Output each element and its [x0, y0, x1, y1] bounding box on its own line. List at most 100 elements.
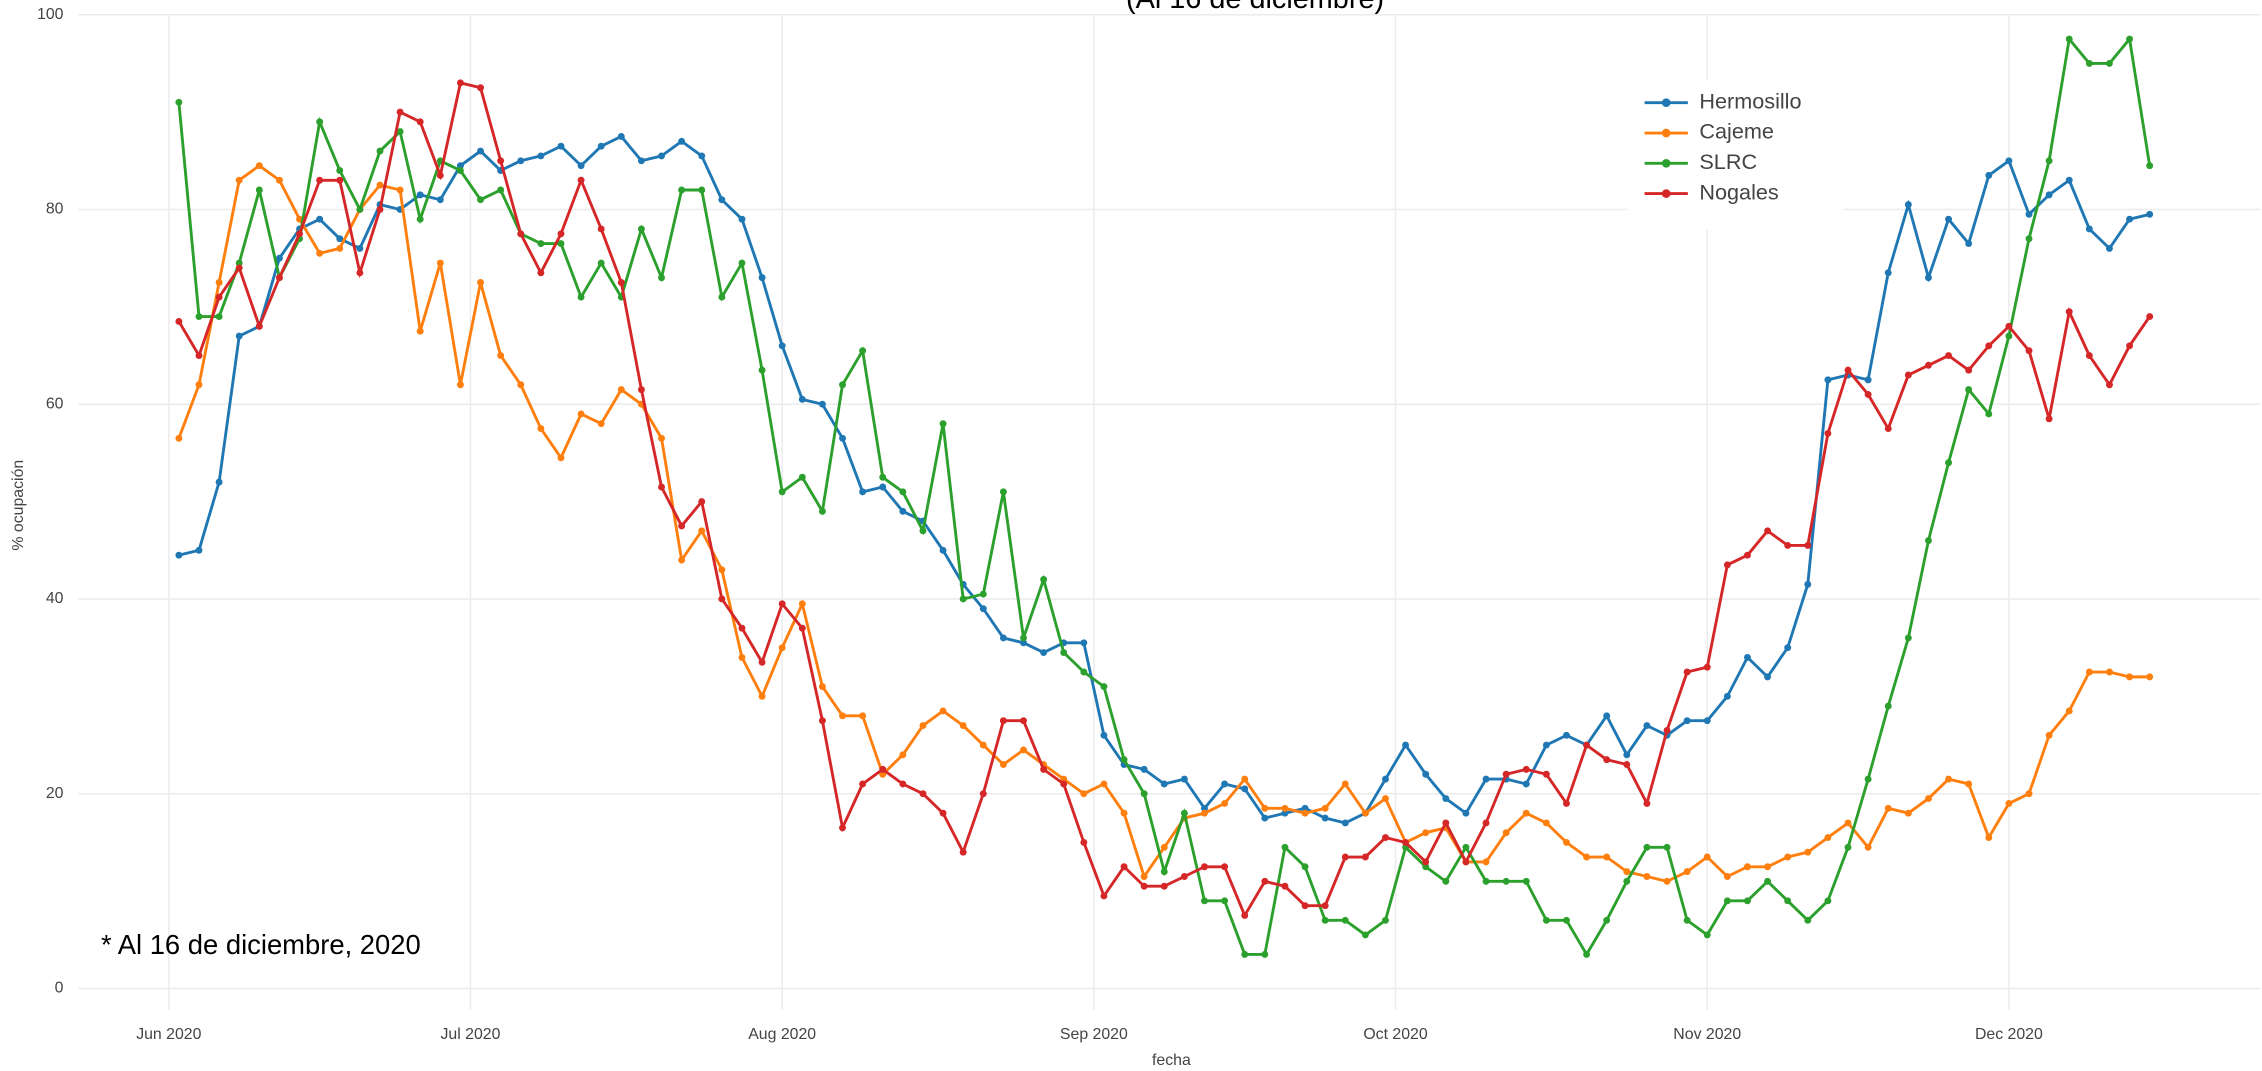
data-point: [1080, 668, 1088, 676]
legend-marker: [1661, 158, 1671, 168]
data-point: [1442, 819, 1450, 827]
data-point: [2005, 332, 2013, 340]
data-point: [1301, 809, 1309, 817]
data-point: [1180, 873, 1188, 880]
data-point: [658, 152, 665, 160]
data-point: [1603, 756, 1611, 764]
data-point: [1482, 877, 1490, 885]
data-point: [1723, 873, 1731, 880]
data-point: [1321, 902, 1329, 910]
data-point: [1361, 809, 1369, 817]
data-point: [215, 293, 223, 301]
data-point: [577, 410, 585, 418]
data-point: [1723, 692, 1731, 700]
data-point: [396, 108, 404, 116]
data-point: [1422, 770, 1430, 778]
data-point: [436, 196, 444, 204]
data-point: [1623, 751, 1631, 759]
data-point: [2045, 157, 2053, 165]
data-point: [1422, 829, 1430, 837]
data-point: [1221, 780, 1229, 788]
data-point: [1160, 843, 1168, 851]
data-point: [396, 128, 404, 136]
data-point: [1784, 541, 1792, 549]
data-point: [658, 483, 665, 491]
data-point: [979, 741, 987, 749]
data-point: [919, 790, 927, 798]
data-point: [1201, 804, 1208, 812]
data-point: [1140, 882, 1148, 890]
data-point: [2126, 215, 2134, 223]
data-point: [1744, 551, 1751, 559]
legend-label: Hermosillo: [1699, 88, 1801, 113]
data-point: [436, 171, 444, 179]
data-point: [2065, 35, 2073, 43]
data-point: [1563, 731, 1570, 739]
data-point: [557, 454, 565, 462]
data-point: [175, 551, 183, 559]
data-point: [879, 765, 887, 773]
data-point: [979, 590, 987, 598]
data-point: [2126, 342, 2134, 350]
data-point: [1945, 459, 1953, 467]
data-point: [1683, 916, 1691, 924]
data-point: [1904, 634, 1912, 642]
data-point: [1764, 877, 1772, 885]
data-point: [2025, 235, 2033, 243]
data-point: [1884, 804, 1892, 812]
data-point: [678, 556, 686, 564]
data-point: [758, 366, 766, 374]
data-point: [477, 196, 484, 204]
data-point: [1764, 673, 1772, 681]
data-point: [1965, 386, 1973, 394]
x-tick-label: Aug 2020: [748, 1026, 816, 1043]
data-point: [879, 483, 887, 491]
x-axis-title: fecha: [1152, 1052, 1191, 1069]
data-point: [1824, 897, 1832, 905]
data-point: [999, 717, 1007, 725]
data-point: [1100, 683, 1108, 691]
data-point: [1643, 800, 1651, 807]
data-point: [778, 488, 786, 496]
y-axis-title: % ocupación: [10, 460, 27, 551]
y-tick-label: 0: [55, 980, 64, 997]
data-point: [1522, 765, 1530, 773]
data-point: [1040, 765, 1048, 773]
data-point: [1945, 775, 1953, 783]
data-point: [1160, 882, 1168, 890]
data-point: [1020, 717, 1027, 725]
data-point: [2146, 673, 2154, 681]
data-point: [1482, 819, 1490, 827]
data-point: [195, 352, 203, 359]
data-point: [2085, 225, 2093, 233]
data-point: [1080, 790, 1088, 798]
data-point: [1261, 814, 1269, 822]
data-point: [1623, 761, 1631, 768]
data-point: [617, 279, 625, 286]
data-point: [798, 473, 806, 481]
data-point: [1100, 731, 1108, 739]
data-point: [477, 279, 484, 286]
data-point: [1020, 746, 1027, 754]
data-point: [537, 269, 545, 277]
data-point: [1301, 863, 1309, 871]
data-point: [235, 332, 243, 340]
data-point: [577, 176, 585, 184]
data-point: [637, 225, 645, 233]
data-point: [1985, 342, 1993, 350]
data-point: [617, 386, 625, 394]
data-point: [1281, 809, 1289, 817]
data-point: [316, 176, 324, 184]
data-point: [537, 240, 545, 248]
data-point: [1623, 868, 1631, 876]
data-point: [2105, 59, 2113, 67]
data-point: [1422, 858, 1430, 866]
data-point: [1060, 780, 1068, 788]
data-point: [316, 215, 324, 223]
data-point: [376, 147, 384, 155]
data-point: [1824, 429, 1832, 437]
data-point: [1522, 780, 1530, 788]
data-point: [1542, 741, 1550, 749]
data-point: [1321, 916, 1329, 924]
